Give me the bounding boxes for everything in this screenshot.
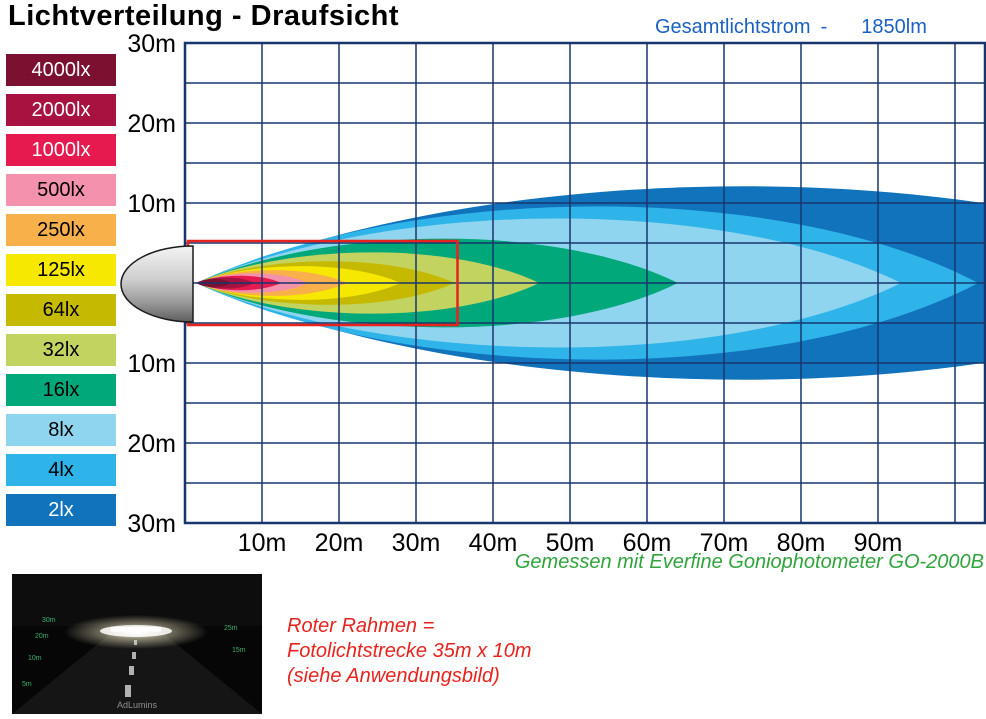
red-frame-note: Roter Rahmen = Fotolichtstrecke 35m x 10…: [287, 614, 532, 689]
photo-distance-marker: 20m: [35, 633, 49, 640]
x-tick-label: 90m: [854, 529, 903, 557]
lamp-icon: [120, 245, 194, 323]
photo-distance-markers: 30m 20m 10m 5m 25m 15m: [22, 617, 246, 688]
legend-item-1000lx: 1000lx: [6, 134, 116, 166]
legend-item-125lx: 125lx: [6, 254, 116, 286]
flux-label: Gesamtlichtstrom: [655, 16, 811, 38]
y-tick-label: 30m: [127, 510, 176, 538]
measured-note: Gemessen mit Everfine Goniophotometer GO…: [514, 551, 984, 573]
page-title: Lichtverteilung - Draufsicht: [8, 0, 400, 32]
y-tick-label: 10m: [127, 190, 176, 218]
y-tick-label: 10m: [127, 350, 176, 378]
legend-item-2000lx: 2000lx: [6, 94, 116, 126]
photo-distance-marker: 30m: [42, 617, 56, 624]
lux-legend: 4000lx 2000lx 1000lx 500lx 250lx 125lx 64lx 32l…: [6, 54, 116, 526]
legend-item-500lx: 500lx: [6, 174, 116, 206]
x-tick-label: 50m: [546, 529, 595, 557]
x-tick-label: 60m: [623, 529, 672, 557]
photo-distance-marker: 25m: [224, 625, 238, 632]
application-photo: 30m 20m 10m 5m 25m 15m AdLumins: [12, 574, 262, 714]
y-tick-label: 20m: [127, 110, 176, 138]
y-tick-label: 30m: [127, 30, 176, 58]
red-note-line-2: Fotolichtstrecke 35m x 10m: [287, 640, 532, 662]
y-tick-label: 20m: [127, 430, 176, 458]
photo-distance-marker: 10m: [28, 655, 42, 662]
legend-item-16lx: 16lx: [6, 374, 116, 406]
legend-item-32lx: 32lx: [6, 334, 116, 366]
photo-light-bar: [111, 627, 161, 632]
red-note-line-3: (siehe Anwendungsbild): [287, 665, 500, 687]
legend-item-8lx: 8lx: [6, 414, 116, 446]
red-note-line-1: Roter Rahmen =: [287, 615, 435, 637]
flux-dash: -: [820, 16, 828, 38]
x-axis-labels: 10m 20m 30m 40m 50m 60m 70m 80m 90m: [238, 529, 903, 557]
x-tick-label: 70m: [700, 529, 749, 557]
beam-pattern-chart: 10m 20m 30m 40m 50m 60m 70m 80m 90m 30m 20m 10m 10m 2…: [120, 30, 986, 557]
x-tick-label: 40m: [469, 529, 518, 557]
legend-item-4lx: 4lx: [6, 454, 116, 486]
x-tick-label: 30m: [392, 529, 441, 557]
x-tick-label: 80m: [777, 529, 826, 557]
legend-item-2lx: 2lx: [6, 494, 116, 526]
grid: [183, 41, 986, 525]
photo-distance-marker: 5m: [22, 681, 32, 688]
y-axis-labels: 30m 20m 10m 10m 20m 30m: [127, 30, 176, 538]
x-tick-label: 20m: [315, 529, 364, 557]
x-tick-label: 10m: [238, 529, 287, 557]
legend-item-64lx: 64lx: [6, 294, 116, 326]
photo-road-centerline: [125, 640, 137, 697]
total-flux-line: Gesamtlichtstrom - 1850lm: [655, 16, 935, 39]
photo-watermark: AdLumins: [117, 700, 158, 710]
legend-item-4000lx: 4000lx: [6, 54, 116, 86]
legend-item-250lx: 250lx: [6, 214, 116, 246]
photo-road: [12, 634, 262, 714]
photo-distance-marker: 15m: [232, 647, 246, 654]
flux-value: 1850lm: [861, 16, 927, 38]
